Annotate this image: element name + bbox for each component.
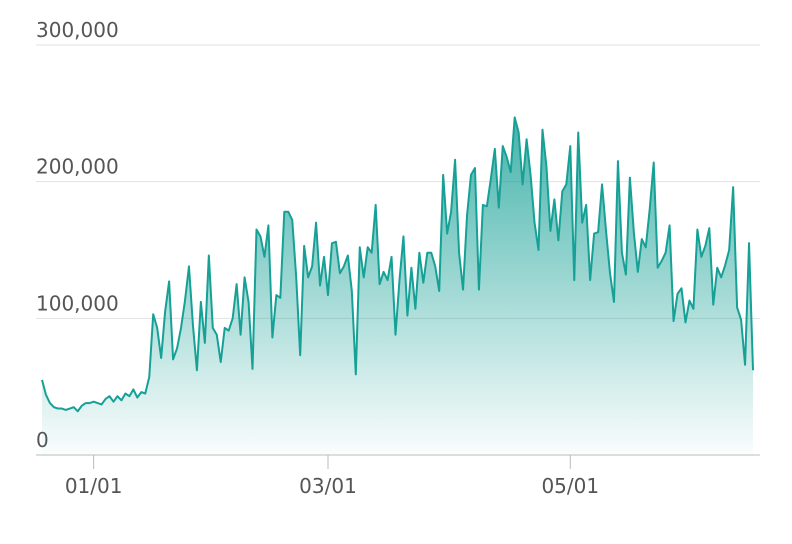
- x-tick-label: 05/01: [541, 474, 599, 498]
- y-tick-label: 200,000: [36, 155, 119, 179]
- x-tick-label: 01/01: [65, 474, 123, 498]
- y-tick-label: 300,000: [36, 18, 119, 42]
- area: [42, 117, 753, 456]
- x-tick-label: 03/01: [299, 474, 357, 498]
- y-tick-label: 100,000: [36, 291, 119, 315]
- line: [41, 116, 754, 413]
